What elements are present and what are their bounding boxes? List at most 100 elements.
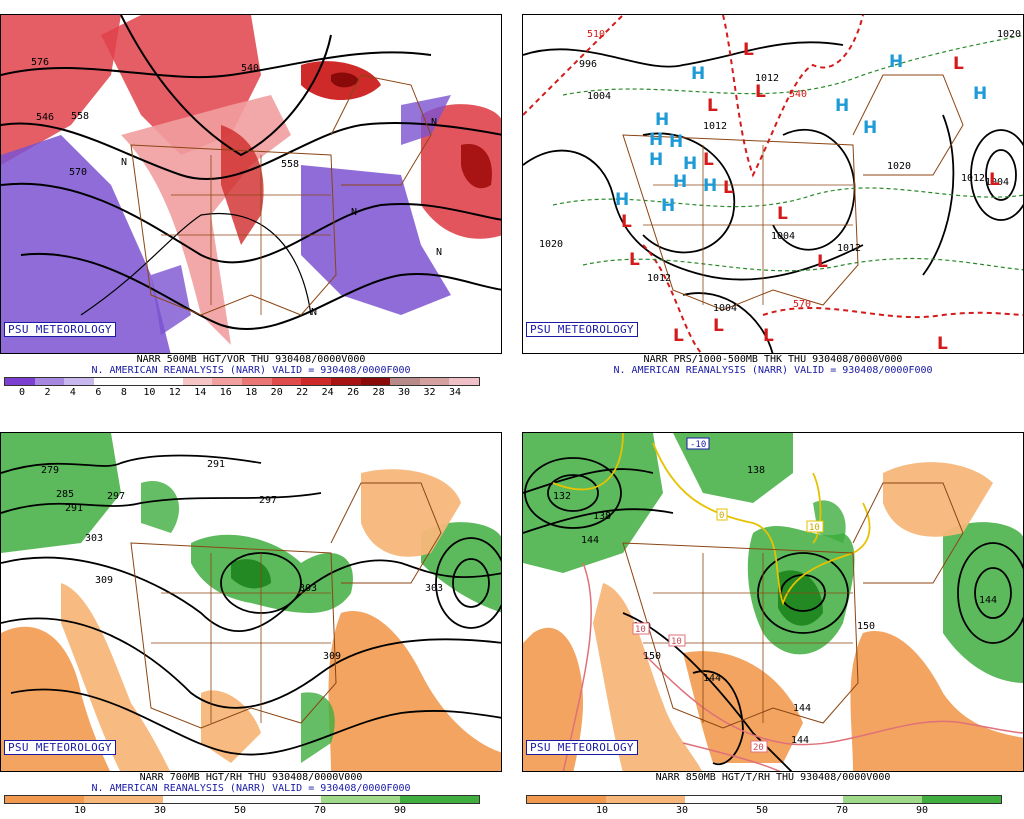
colorbar-tick-label: 90: [393, 805, 407, 816]
colorbar-tick-label: 30: [675, 805, 689, 816]
thickness-label: 510: [587, 29, 605, 40]
colorbar-swatch: [400, 796, 479, 803]
map-500mb: 576 558 540 570 546 558 N N N N N: [0, 14, 502, 354]
high-pressure-marker: H: [703, 176, 717, 196]
low-pressure-marker: L: [723, 178, 734, 198]
high-pressure-marker: H: [655, 110, 669, 130]
contour-label: 144: [581, 535, 599, 546]
colorbar-swatch: [242, 378, 272, 385]
colorbar-tick-label: 0: [18, 387, 26, 398]
map-700mb: 279 285 291 297 303 291 297 309 303 309 …: [0, 432, 502, 772]
colorbar-tick-label: 6: [95, 387, 102, 398]
colorbar-swatch: [84, 796, 163, 803]
contour-label: 138: [747, 465, 765, 476]
high-pressure-marker: H: [973, 84, 987, 104]
colorbar-tick-label: 70: [835, 805, 849, 816]
low-pressure-marker: L: [953, 54, 964, 74]
low-pressure-marker: L: [703, 150, 714, 170]
colorbar-swatch: [64, 378, 94, 385]
colorbar-swatch: [301, 378, 331, 385]
high-pressure-marker: H: [649, 150, 663, 170]
panel-700mb-rh: 279 285 291 297 303 291 297 309 303 309 …: [0, 418, 502, 818]
panel-title-line2: N. AMERICAN REANALYSIS (NARR) VALID = 93…: [91, 783, 411, 794]
high-pressure-marker: H: [889, 52, 903, 72]
colorbar-swatch: [606, 796, 685, 803]
contour-label: 540: [241, 63, 259, 74]
psu-meteorology-badge: PSU METEOROLOGY: [526, 740, 638, 755]
panel-title-line2: N. AMERICAN REANALYSIS (NARR) VALID = 93…: [613, 365, 933, 376]
isobar-label: 1012: [961, 173, 985, 184]
colorbar-swatch: [685, 796, 764, 803]
panel-title-line1: NARR PRS/1000-500MB THK THU 930408/0000V…: [643, 354, 903, 365]
isobar-label: 1004: [713, 303, 737, 314]
isobar-label: 1020: [539, 239, 563, 250]
colorbar-tick-label: 70: [313, 805, 327, 816]
colorbar-swatch: [527, 796, 606, 803]
high-pressure-marker: H: [683, 154, 697, 174]
contour-label: 144: [791, 735, 809, 746]
contour-label: 291: [207, 459, 225, 470]
temperature-label: 10: [671, 637, 682, 647]
contour-label: 297: [107, 491, 125, 502]
contour-label: 150: [643, 651, 661, 662]
colorbar-swatch: [321, 796, 400, 803]
colorbar-tick-label: 18: [245, 387, 258, 398]
isobar-label: 1004: [985, 177, 1009, 188]
colorbar-swatch: [123, 378, 154, 385]
colorbar-tick-label: 22: [296, 387, 309, 398]
colorbar-swatch: [271, 378, 302, 385]
panel-850mb-temp-rh: 132 138 144 138 150 150 144 150 144 144 …: [522, 418, 1024, 818]
contour-label: 285: [56, 489, 74, 500]
contour-label: 303: [299, 583, 317, 594]
colorbar-tick-label: 12: [168, 387, 181, 398]
isobar-label: 996: [579, 59, 597, 70]
colorbar-tick-label: 50: [755, 805, 769, 816]
psu-meteorology-badge: PSU METEOROLOGY: [526, 322, 638, 337]
contour-label: 144: [703, 673, 721, 684]
low-pressure-marker: L: [989, 170, 1000, 190]
colorbar: [526, 795, 1002, 804]
low-pressure-marker: L: [777, 204, 788, 224]
colorbar-tick-label: 10: [143, 387, 156, 398]
colorbar-ticks: 10 30 50 70 90: [522, 805, 1024, 817]
contour-label: 144: [979, 595, 997, 606]
panel-title-line1: NARR 850MB HGT/T/RH THU 930408/0000V000: [655, 772, 891, 783]
isobar-label: 1012: [703, 121, 727, 132]
colorbar-swatch: [764, 796, 843, 803]
colorbar-swatch: [163, 796, 242, 803]
high-pressure-marker: H: [691, 64, 705, 84]
map-850mb: 132 138 144 138 150 150 144 150 144 144 …: [522, 432, 1024, 772]
colorbar-tick-label: 14: [194, 387, 207, 398]
panel-500mb-vorticity: 576 558 540 570 546 558 N N N N N PSU ME…: [0, 0, 502, 400]
colorbar-swatch: [182, 378, 213, 385]
colorbar: [4, 377, 480, 386]
colorbar-tick-label: 10: [595, 805, 609, 816]
high-pressure-marker: H: [649, 130, 663, 150]
contour-label: 291: [65, 503, 83, 514]
low-pressure-marker: L: [763, 326, 774, 346]
low-pressure-marker: L: [629, 250, 640, 270]
colorbar-swatch: [93, 378, 124, 385]
colorbar-tick-label: 16: [219, 387, 232, 398]
high-pressure-marker: H: [669, 132, 683, 152]
colorbar-swatch: [922, 796, 1001, 803]
contour-label: 297: [259, 495, 277, 506]
thickness-label: 570: [793, 299, 811, 310]
colorbar-swatch: [5, 378, 35, 385]
contour-label: 546: [36, 112, 54, 123]
vort-min-label: N: [311, 307, 317, 318]
colorbar-tick-label: 28: [372, 387, 385, 398]
isobar-label: 1012: [647, 273, 671, 284]
colorbar-tick-label: 10: [73, 805, 87, 816]
high-pressure-marker: H: [615, 190, 629, 210]
colorbar-swatch: [34, 378, 65, 385]
contour-label: 570: [69, 167, 87, 178]
panel-title-line1: NARR 500MB HGT/VOR THU 930408/0000V000: [136, 354, 366, 365]
colorbar-tick-label: 8: [120, 387, 127, 398]
colorbar-swatch: [390, 378, 420, 385]
low-pressure-marker: L: [713, 316, 724, 336]
low-pressure-marker: L: [673, 326, 684, 346]
low-pressure-marker: L: [817, 252, 828, 272]
temperature-label: 10: [635, 625, 646, 635]
low-pressure-marker: L: [707, 96, 718, 116]
